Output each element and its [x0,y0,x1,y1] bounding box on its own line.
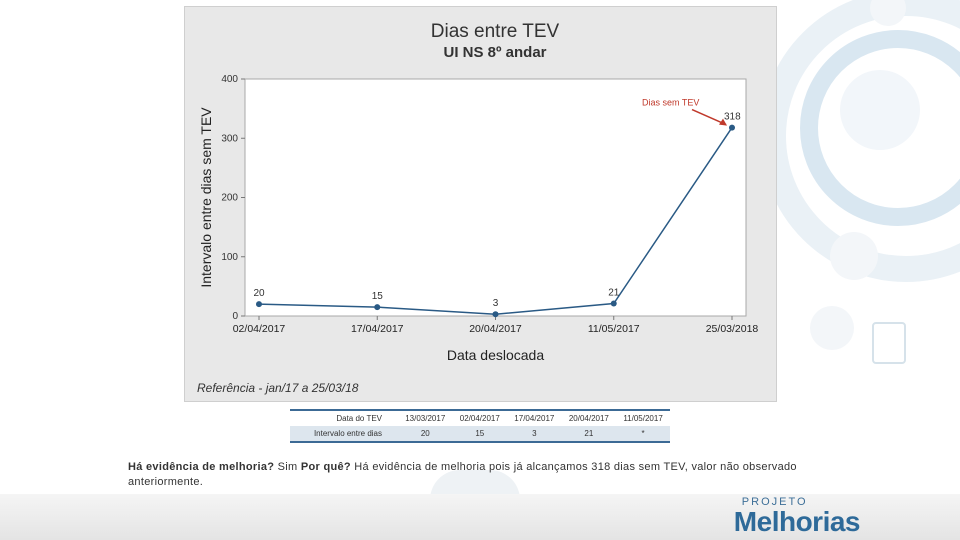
table-row: Data do TEV 13/03/2017 02/04/2017 17/04/… [290,409,670,426]
y-tick-label: 200 [221,193,238,204]
chart-title: Dias entre TEV [430,21,560,42]
line-chart: 0 100 200 300 400 02/04/2017 17/04/2017 20/04/2… [198,74,759,363]
table-cell: 13/03/2017 [398,409,453,426]
table-cell: 02/04/2017 [452,409,508,426]
table-cell: 17/04/2017 [507,409,562,426]
table-cell: 15 [452,426,508,443]
data-point [256,301,262,308]
data-point [374,304,381,311]
data-label: 318 [724,112,741,123]
y-tick-label: 0 [232,311,238,322]
table-cell: Data do TEV [290,409,398,426]
x-tick-label: 20/04/2017 [469,323,522,335]
plot-area [244,78,747,317]
chart-figure: Dias entre TEV UI NS 8º andar 0 100 200 300… [184,6,777,402]
annotation-label: Dias sem TEV [642,98,699,108]
answer-why: Há evidência de melhoria pois já alcança… [128,461,797,488]
data-label: 21 [608,288,620,299]
table-cell: 20/04/2017 [561,409,617,426]
table-cell: * [616,426,670,443]
clipboard-icon [872,322,906,364]
data-point [492,311,499,318]
question-why: Por quê? [300,461,351,473]
logo-main-text: Melhorias [733,506,861,537]
y-tick-label: 400 [221,74,238,85]
data-label: 20 [253,288,265,299]
data-label: 3 [493,298,499,309]
chart-subtitle: UI NS 8º andar [443,44,547,61]
decorative-ring [840,70,920,150]
table-cell: 11/05/2017 [616,409,670,426]
x-tick-label: 17/04/2017 [351,323,404,335]
table-cell: Intervalo entre dias [290,426,398,443]
data-point [610,300,617,307]
x-tick-label: 25/03/2018 [706,323,759,335]
table-cell: 3 [507,426,562,443]
x-axis-label: Data deslocada [447,347,545,363]
annotation-arrowhead [719,118,727,126]
y-tick-label: 100 [221,252,238,263]
caption-text: Há evidência de melhoria? Sim Por quê? H… [128,460,838,490]
logo: PROJETO Melhorias [733,496,861,537]
y-tick-label: 300 [221,133,238,144]
table-cell: 21 [561,426,617,443]
logo-top-text: PROJETO [741,496,808,508]
x-tick-label: 11/05/2017 [588,323,640,335]
footer-bar [0,494,960,540]
answer-improvement: Sim [277,461,298,473]
question-improvement: Há evidência de melhoria? [128,461,275,473]
data-point [729,124,735,131]
table-row: Intervalo entre dias 20 15 3 21 * [290,426,670,443]
data-table: Data do TEV 13/03/2017 02/04/2017 17/04/… [290,409,670,443]
table-cell: 20 [398,426,453,443]
decorative-dot [810,306,854,350]
annotation-arrow [691,108,727,126]
reference-note: Referência - jan/17 a 25/03/18 [197,381,359,395]
x-tick-label: 02/04/2017 [233,323,286,335]
y-axis-label: Intervalo entre dias sem TEV [198,107,214,288]
data-label: 15 [372,291,384,302]
decorative-dot [830,232,878,280]
